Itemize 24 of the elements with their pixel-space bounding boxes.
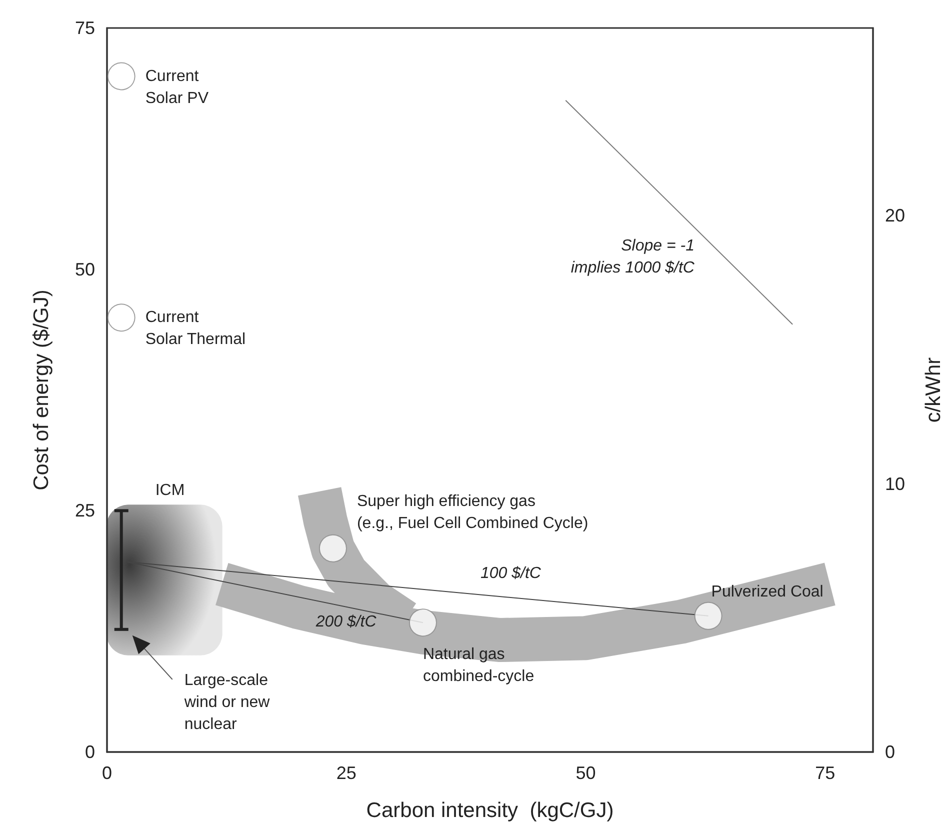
y-tick-label: 25 xyxy=(74,500,95,521)
series-label: Current Solar Thermal xyxy=(145,309,246,348)
y2-tick-label: 20 xyxy=(885,206,906,226)
x-axis-title: Carbon intensity (kgC/GJ) xyxy=(366,799,614,822)
series-label: Super high efficiency gas (e.g., Fuel Cell Combined Cycle) xyxy=(356,492,588,532)
series-label: Slope = -1 implies 1000 $/tC xyxy=(570,238,695,277)
x-tick-label: 0 xyxy=(102,763,112,783)
x-tick-label: 50 xyxy=(576,763,596,783)
y-tick-label: 0 xyxy=(84,742,95,762)
series-label: Current Solar PV xyxy=(145,68,209,107)
y-tick-label: 50 xyxy=(74,259,95,280)
y-axis-title: Cost of energy ($/GJ) xyxy=(30,290,53,490)
y-tick-label: 75 xyxy=(74,18,95,38)
annotation: Large-scale wind or new nuclear xyxy=(183,672,270,733)
series-label: Natural gas combined-cycle xyxy=(422,646,534,686)
y2-tick-label: 10 xyxy=(885,474,906,494)
series-label: 200 $/tC xyxy=(314,613,377,630)
x-tick-label: 75 xyxy=(815,763,836,783)
y2-axis-title: c/kWhr xyxy=(922,357,945,423)
y2-tick-label: 0 xyxy=(885,742,896,762)
series-label: Pulverized Coal xyxy=(711,583,824,600)
series-label: 100 $/tC xyxy=(480,565,542,582)
annotation: ICM xyxy=(155,482,185,500)
x-tick-label: 25 xyxy=(336,763,356,783)
